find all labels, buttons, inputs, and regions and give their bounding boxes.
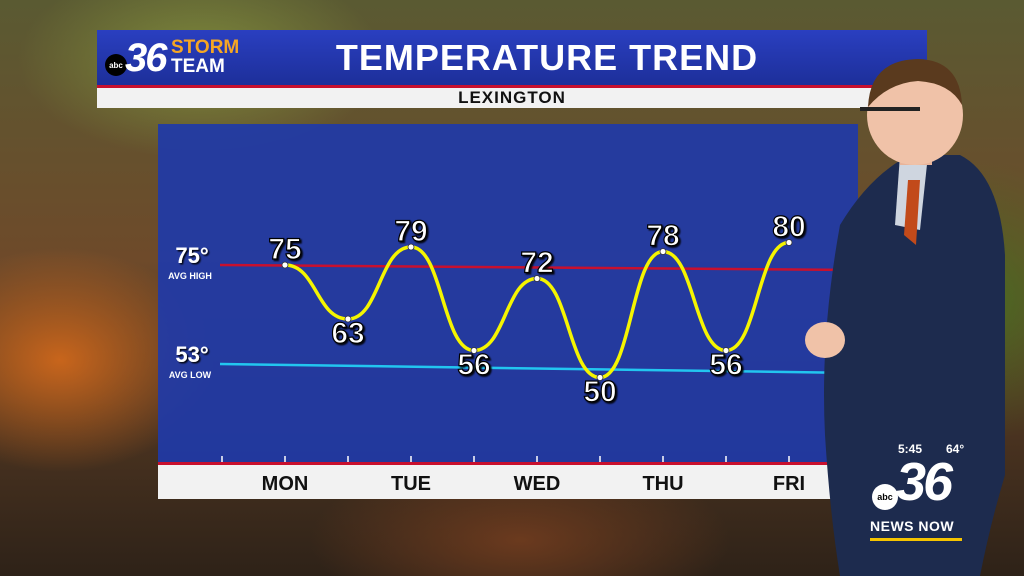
logo-number: 36	[125, 36, 167, 80]
data-point	[659, 248, 667, 255]
data-label: 75	[268, 233, 301, 266]
station-number: 36	[896, 452, 953, 512]
avg-low-label: 53°	[175, 342, 208, 367]
x-tick-label: FRI	[773, 473, 805, 495]
abc-icon: abc	[872, 484, 898, 510]
news-underline	[870, 538, 962, 541]
chart-bottom-rule	[158, 462, 858, 465]
data-label: 79	[394, 215, 427, 248]
temperature-line	[284, 240, 790, 380]
avg-low-line	[219, 362, 857, 375]
logo-team: TEAM	[171, 56, 225, 77]
x-tick-label: WED	[514, 473, 561, 495]
presenter-head	[867, 65, 963, 165]
x-tick-label: THU	[642, 473, 683, 495]
data-point	[281, 261, 289, 269]
avg-high-line	[219, 263, 857, 272]
x-axis-bar	[158, 465, 858, 499]
data-point	[722, 347, 730, 354]
data-point	[533, 275, 541, 282]
data-label: 80	[772, 211, 805, 244]
presenter-suit	[824, 155, 1005, 576]
chart-panel	[158, 124, 858, 464]
data-label: 56	[709, 349, 742, 382]
logo-storm: STORM	[171, 37, 240, 58]
x-tick-label: MON	[262, 473, 309, 495]
news-now-label: NEWS NOW	[870, 518, 955, 534]
data-label: 63	[331, 317, 364, 350]
presenter-figure	[805, 59, 1005, 576]
data-point	[344, 315, 352, 323]
data-label: 50	[583, 376, 616, 409]
page-title: TEMPERATURE TREND	[335, 37, 759, 78]
data-point	[470, 347, 478, 354]
x-tick-label: TUE	[391, 473, 431, 495]
avg-high-sublabel: AVG HIGH	[168, 271, 212, 281]
glasses-icon	[860, 107, 920, 111]
data-point	[785, 239, 793, 246]
data-point	[407, 243, 415, 251]
data-point	[596, 374, 604, 381]
station-logo: 5:45 64° abc 36 NEWS NOW	[868, 440, 1018, 550]
presenter-hair	[868, 59, 962, 107]
avg-low-sublabel: AVG LOW	[169, 370, 212, 380]
data-label: 78	[646, 220, 679, 253]
title-bar: abc 36 STORM TEAM TEMPERATURE TREND	[97, 30, 927, 88]
avg-high-label: 75°	[175, 243, 208, 268]
data-label: 72	[520, 247, 553, 280]
current-temp: 64°	[946, 442, 965, 456]
location-label: LEXINGTON	[97, 88, 927, 108]
data-label: 56	[457, 349, 490, 382]
presenter-tie	[904, 180, 920, 245]
presenter-hand	[805, 322, 845, 358]
clock-time: 5:45	[898, 442, 923, 456]
abc-logo-icon: abc	[105, 54, 127, 76]
storm-team-logo: abc 36 STORM TEAM	[105, 36, 245, 80]
